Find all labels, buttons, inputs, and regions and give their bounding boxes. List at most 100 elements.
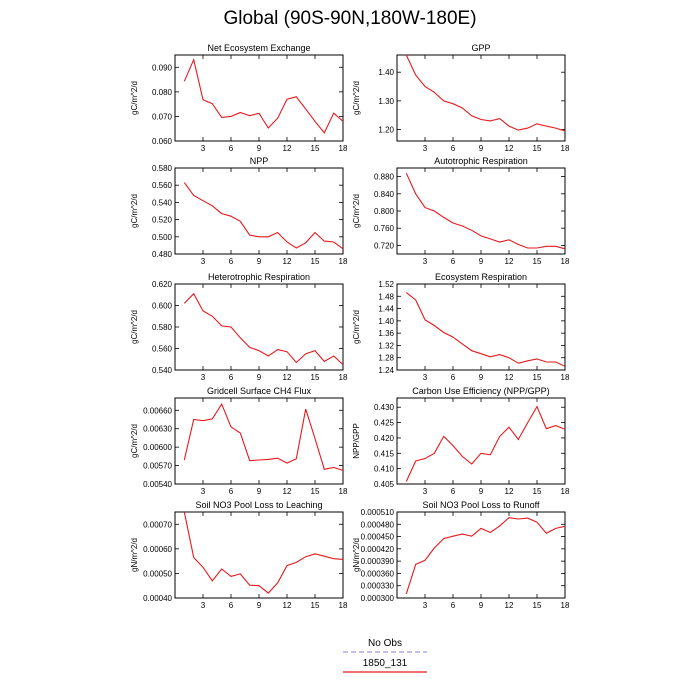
panel-3-xtick-label: 12 [283,257,292,266]
panel-10-xtick-label: 9 [479,601,484,610]
panel-6-ytick-label: 1.28 [378,354,394,363]
panel-9-xtick-label: 18 [339,601,348,610]
panel-8-xtick-label: 15 [533,487,542,496]
panel-8-xtick-label: 3 [423,487,428,496]
panel-6-xtick-label: 12 [505,373,514,382]
panel-2-xtick-label: 15 [533,144,542,153]
panel-1-xtick-label: 18 [339,144,348,153]
panel-7-xtick-label: 15 [311,487,320,496]
panel-6-xtick-label: 9 [479,373,484,382]
panel-3-ytick-label: 0.480 [152,250,173,259]
panel-1-xtick-label: 3 [201,144,206,153]
panel-5-ylabel: gC/m^2/d [130,310,139,344]
panel-1-ytick-label: 0.090 [152,63,173,72]
panel-5-frame [174,283,344,371]
panel-5-xtick-label: 3 [201,373,206,382]
panel-3-ytick-label: 0.580 [152,164,173,173]
panel-6-xtick-label: 15 [533,373,542,382]
panel-10-ytick-label: 0.000330 [361,582,395,591]
panel-1-xtick-label: 12 [283,144,292,153]
panel-8-ytick-label: 0.430 [374,403,395,412]
panel-5-xtick-label: 15 [311,373,320,382]
panel-10-ylabel: gN/m^2/d [352,538,361,572]
panel-1-ytick-label: 0.080 [152,88,173,97]
panel-7-xtick-label: 9 [257,487,262,496]
panel-10-ytick-label: 0.000450 [361,533,395,542]
panel-8-title: Carbon Use Efficiency (NPP/GPP) [412,386,549,396]
panel-10-series-line [405,517,565,595]
panel-9-ylabel: gN/m^2/d [130,538,139,572]
panel-5-ytick-label: 0.600 [152,302,173,311]
panel-5-xtick-label: 12 [283,373,292,382]
panel-4-ytick-label: 0.760 [374,224,395,233]
panel-1-ylabel: gC/m^2/d [130,81,139,115]
panel-2-series-line [405,55,565,132]
panel-2-xtick-label: 18 [561,144,570,153]
panel-3-xtick-label: 3 [201,257,206,266]
panel-10-ytick-label: 0.000420 [361,545,395,554]
panel-9-xtick-label: 6 [229,601,234,610]
panel-8-xtick-label: 9 [479,487,484,496]
figure-title: Global (90S-90N,180W-180E) [223,8,477,29]
panel-9-title: Soil NO3 Pool Loss to Leaching [195,500,322,510]
panel-5-series-line [183,292,343,366]
panel-6-ytick-label: 1.32 [378,341,394,350]
panel-1-frame [174,54,344,142]
panel-4-ytick-label: 0.800 [374,207,395,216]
panel-3-ytick-label: 0.500 [152,233,173,242]
panel-10-ytick-label: 0.000390 [361,557,395,566]
panel-3-xtick-label: 15 [311,257,320,266]
panel-6-ytick-label: 1.52 [378,280,394,289]
panel-4-frame [396,167,566,255]
panel-8-ytick-label: 0.420 [374,434,395,443]
panel-3-title: NPP [250,156,269,166]
panel-2-xtick-label: 6 [451,144,456,153]
panel-4-ylabel: gC/m^2/d [352,194,361,228]
panel-10-xtick-label: 6 [451,601,456,610]
panel-10-title: Soil NO3 Pool Loss to Runoff [423,500,540,510]
panel-2-title: GPP [471,43,490,53]
panel-7-xtick-label: 12 [283,487,292,496]
panel-6-ytick-label: 1.44 [378,305,394,314]
panel-7-ytick-label: 0.00660 [143,406,172,415]
panel-1-ytick-label: 0.060 [152,137,173,146]
panel-4-xtick-label: 9 [479,257,484,266]
panel-10-xtick-label: 12 [505,601,514,610]
panel-9-series-line [183,512,343,594]
panel-5-xtick-label: 18 [339,373,348,382]
panel-7-ylabel: gC/m^2/d [130,424,139,458]
panel-8-xtick-label: 6 [451,487,456,496]
panel-5-ytick-label: 0.540 [152,366,173,375]
panel-5-xtick-label: 9 [257,373,262,382]
panel-2-xtick-label: 12 [505,144,514,153]
panel-6-ytick-label: 1.48 [378,292,394,301]
panel-1-xtick-label: 15 [311,144,320,153]
panel-6-title: Ecosystem Respiration [435,272,527,282]
panel-6-ylabel: gC/m^2/d [352,310,361,344]
panel-9-xtick-label: 15 [311,601,320,610]
panel-8-xtick-label: 12 [505,487,514,496]
panel-2-ylabel: gC/m^2/d [352,81,361,115]
panel-4-xtick-label: 18 [561,257,570,266]
panel-7-xtick-label: 6 [229,487,234,496]
panel-6-xtick-label: 18 [561,373,570,382]
panel-6-xtick-label: 6 [451,373,456,382]
panel-7-xtick-label: 3 [201,487,206,496]
panel-7-xtick-label: 18 [339,487,348,496]
panel-1-title: Net Ecosystem Exchange [207,43,310,53]
panel-4-xtick-label: 12 [505,257,514,266]
panel-4-xtick-label: 6 [451,257,456,266]
panel-3-series-line [183,182,343,250]
panel-10-ytick-label: 0.000480 [361,520,395,529]
panel-3-xtick-label: 9 [257,257,262,266]
panel-2-ytick-label: 1.40 [378,68,394,77]
panel-8-series-line [405,405,565,482]
panel-4-ytick-label: 0.840 [374,190,395,199]
panel-9-ytick-label: 0.00040 [143,594,172,603]
panel-7-title: Gridcell Surface CH4 Flux [207,386,312,396]
panel-10-ytick-label: 0.000360 [361,569,395,578]
panel-3-ylabel: gC/m^2/d [130,194,139,228]
panel-3-xtick-label: 18 [339,257,348,266]
